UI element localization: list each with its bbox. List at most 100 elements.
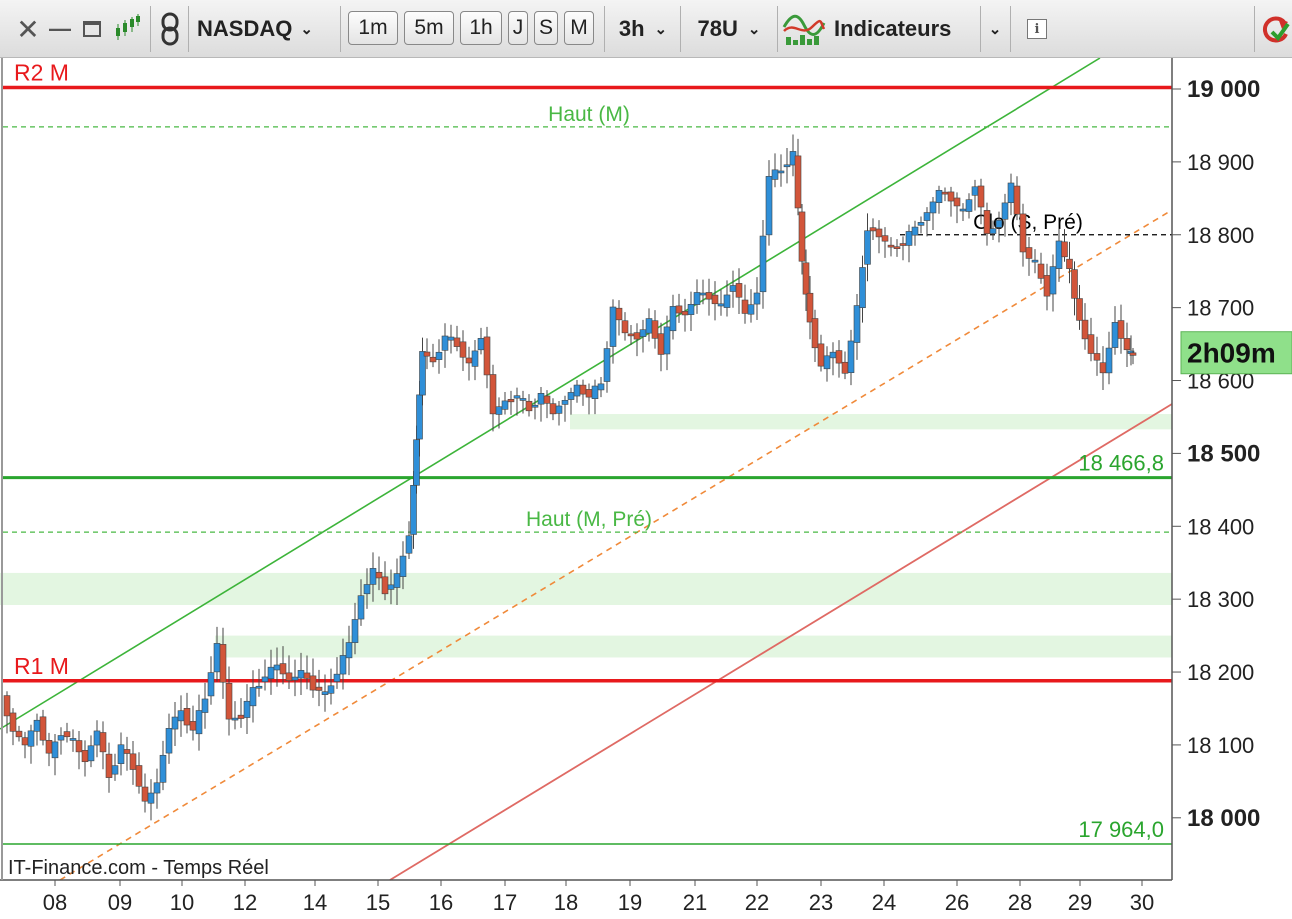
candle[interactable]: [129, 753, 137, 770]
candle[interactable]: [811, 318, 819, 349]
candle[interactable]: [1123, 338, 1131, 351]
candle[interactable]: [213, 643, 221, 673]
trend-line[interactable]: [0, 57, 1101, 730]
period-selector[interactable]: 3h ⌄: [608, 12, 678, 46]
symbol-selector[interactable]: NASDAQ ⌄: [193, 12, 333, 46]
refresh-icon[interactable]: [1258, 12, 1292, 46]
candle[interactable]: [303, 672, 311, 679]
candle[interactable]: [1105, 347, 1113, 374]
candle[interactable]: [429, 356, 437, 363]
candle[interactable]: [93, 730, 101, 746]
candle[interactable]: [1013, 185, 1021, 215]
candle[interactable]: [195, 710, 203, 735]
timeframe-1m-button[interactable]: 1m: [348, 11, 398, 45]
candle[interactable]: [1099, 362, 1107, 374]
candle[interactable]: [705, 292, 713, 300]
candle[interactable]: [806, 292, 814, 323]
candle[interactable]: [835, 350, 843, 364]
candle[interactable]: [513, 395, 521, 399]
candle[interactable]: [15, 730, 23, 738]
candle[interactable]: [627, 333, 635, 337]
candle[interactable]: [381, 576, 389, 595]
candle[interactable]: [823, 355, 831, 370]
candle[interactable]: [609, 306, 617, 347]
candle[interactable]: [483, 336, 491, 376]
candle[interactable]: [651, 320, 659, 339]
candle[interactable]: [893, 246, 901, 249]
candle[interactable]: [453, 337, 461, 347]
candle[interactable]: [153, 782, 161, 794]
candle[interactable]: [759, 235, 767, 293]
candle[interactable]: [273, 664, 281, 671]
candle[interactable]: [859, 267, 866, 309]
candle[interactable]: [111, 765, 119, 775]
candle[interactable]: [1055, 240, 1063, 269]
candle[interactable]: [899, 243, 907, 246]
candle[interactable]: [841, 361, 849, 374]
candle[interactable]: [1093, 353, 1101, 361]
candle[interactable]: [333, 673, 341, 682]
candle[interactable]: [501, 400, 509, 410]
candle[interactable]: [255, 685, 263, 689]
candle[interactable]: [1111, 322, 1119, 348]
candle[interactable]: [423, 351, 431, 357]
candle[interactable]: [189, 721, 197, 731]
candle[interactable]: [765, 176, 773, 236]
candle[interactable]: [747, 304, 755, 315]
candle[interactable]: [603, 348, 611, 382]
candle[interactable]: [537, 393, 545, 405]
candle[interactable]: [741, 299, 749, 314]
candle[interactable]: [261, 676, 269, 683]
candle[interactable]: [279, 663, 287, 675]
timeframe-5m-button[interactable]: 5m: [404, 11, 454, 45]
indicators-button[interactable]: Indicateurs: [782, 12, 982, 46]
candle[interactable]: [753, 292, 761, 305]
candle[interactable]: [249, 687, 257, 707]
candle[interactable]: [141, 786, 149, 802]
candle[interactable]: [183, 708, 191, 726]
candle[interactable]: [267, 666, 275, 680]
candle[interactable]: [771, 169, 779, 180]
candlestick-chart-icon[interactable]: [112, 12, 142, 46]
candle[interactable]: [995, 219, 1003, 228]
candle[interactable]: [441, 335, 449, 351]
candle[interactable]: [327, 685, 335, 694]
candle[interactable]: [416, 394, 423, 440]
candle[interactable]: [983, 210, 991, 234]
candle[interactable]: [387, 584, 395, 590]
candle[interactable]: [633, 332, 641, 340]
candle[interactable]: [1001, 202, 1009, 220]
candle[interactable]: [351, 619, 359, 643]
candle[interactable]: [947, 191, 955, 202]
candle[interactable]: [435, 351, 443, 360]
candle[interactable]: [21, 737, 29, 746]
candle[interactable]: [357, 595, 365, 620]
candle[interactable]: [99, 732, 107, 753]
chevron-down-icon[interactable]: ⌄: [988, 21, 1002, 38]
candle[interactable]: [405, 535, 413, 554]
timeframe-day-button[interactable]: J: [508, 11, 528, 45]
candle[interactable]: [9, 712, 17, 732]
price-chart[interactable]: R2 M R1 M Haut (M) Haut (M, Pré) 18 466,8 17 …: [0, 57, 1292, 915]
candle[interactable]: [777, 170, 785, 174]
candle[interactable]: [935, 189, 943, 203]
candle[interactable]: [105, 753, 113, 778]
candle[interactable]: [929, 201, 937, 214]
candle[interactable]: [798, 211, 806, 262]
candle[interactable]: [123, 749, 131, 754]
candle[interactable]: [309, 675, 317, 691]
candle[interactable]: [297, 670, 305, 679]
candle[interactable]: [33, 719, 41, 732]
candle[interactable]: [201, 698, 209, 713]
candle[interactable]: [1025, 247, 1033, 259]
candle[interactable]: [657, 333, 665, 355]
timeframe-month-button[interactable]: M: [564, 11, 594, 45]
candle[interactable]: [27, 730, 35, 747]
link-icon[interactable]: [155, 12, 185, 46]
candle[interactable]: [555, 405, 563, 414]
candle[interactable]: [399, 555, 407, 577]
candle[interactable]: [543, 395, 551, 404]
candle[interactable]: [519, 398, 527, 401]
candle[interactable]: [231, 717, 239, 721]
candle[interactable]: [291, 676, 299, 681]
